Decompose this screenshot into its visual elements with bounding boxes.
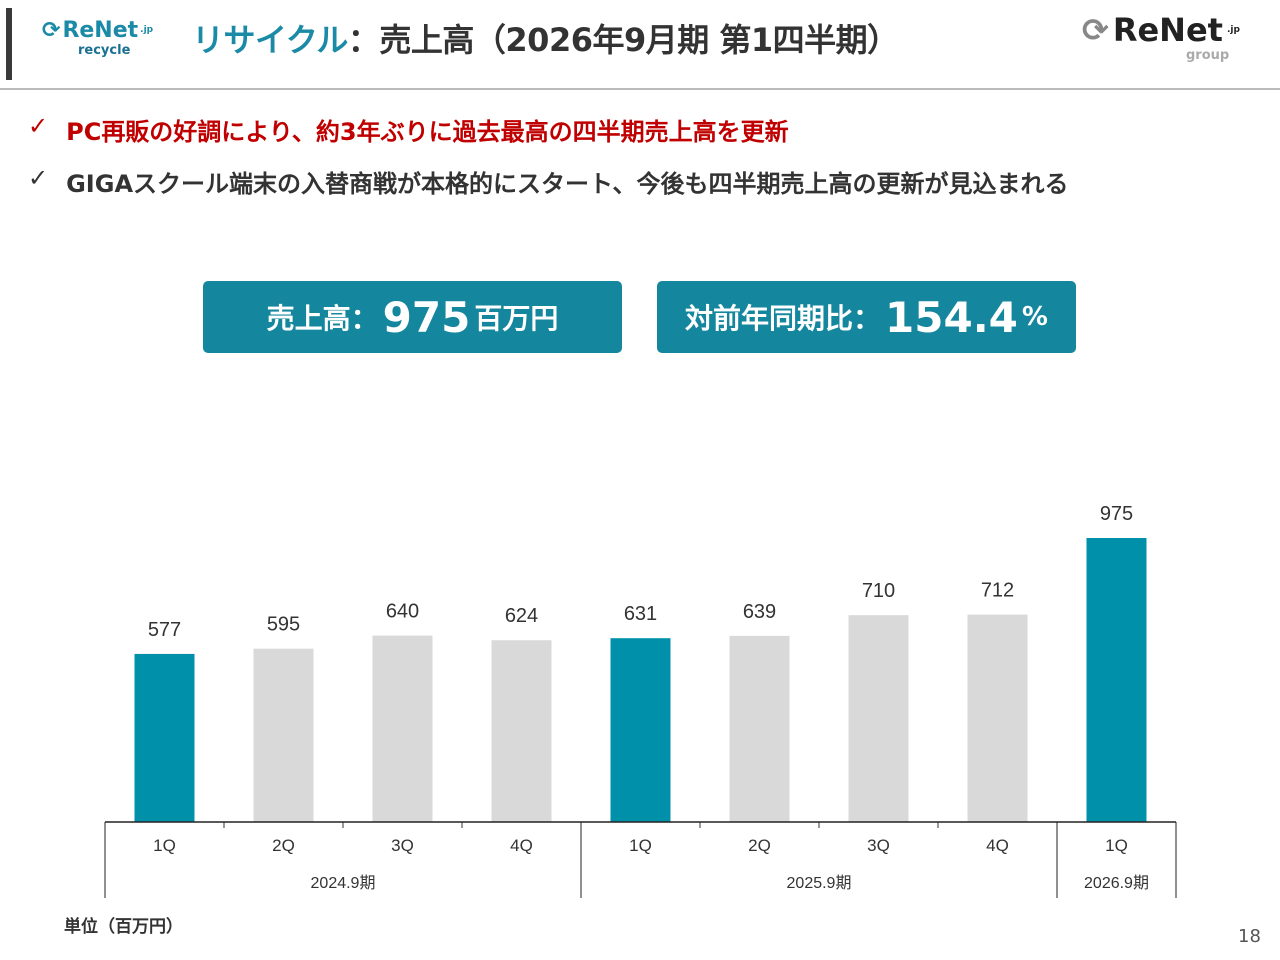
- data-label: 577: [148, 619, 181, 641]
- bar: [967, 614, 1028, 822]
- recycle-arrow-icon: ⟳: [42, 18, 61, 43]
- data-label: 639: [743, 601, 776, 623]
- bar: [848, 615, 909, 822]
- category-label: 3Q: [867, 836, 890, 855]
- data-label: 975: [1100, 503, 1133, 525]
- unit-label: 単位（百万円）: [64, 917, 183, 937]
- bar: [729, 635, 790, 822]
- bar: [610, 638, 671, 822]
- category-label: 4Q: [510, 836, 533, 855]
- data-label: 624: [505, 605, 538, 627]
- group-label: 2026.9期: [1084, 874, 1149, 892]
- data-label: 710: [862, 580, 895, 602]
- bar: [134, 653, 195, 822]
- renet-group-logo: ⟳ ReNet .jp group: [1082, 11, 1240, 63]
- check-icon: ✓: [28, 112, 49, 140]
- page-number: 18: [1238, 926, 1261, 947]
- group-label: 2025.9期: [787, 874, 852, 892]
- accent-bar: [6, 8, 12, 80]
- bar: [372, 635, 433, 822]
- data-label: 712: [981, 580, 1014, 602]
- category-label: 1Q: [153, 836, 176, 855]
- category-label: 2Q: [272, 836, 295, 855]
- category-label: 3Q: [391, 836, 414, 855]
- group-label: 2024.9期: [311, 874, 376, 892]
- data-label: 631: [624, 603, 657, 625]
- category-label: 1Q: [1105, 836, 1128, 855]
- data-label: 640: [386, 601, 419, 623]
- bullet-1: ✓ PC再販の好調により、約3年ぶりに過去最高の四半期売上高を更新: [28, 112, 789, 146]
- header-divider: [0, 88, 1280, 90]
- category-label: 1Q: [629, 836, 652, 855]
- bar: [253, 648, 314, 822]
- bar: [491, 640, 552, 822]
- bullet-2: ✓ GIGAスクール端末の入替商戦が本格的にスタート、今後も四半期売上高の更新が見…: [28, 164, 1069, 198]
- category-label: 2Q: [748, 836, 771, 855]
- data-label: 595: [267, 614, 300, 636]
- page-title: リサイクル：売上高（2026年9月期 第1四半期）: [192, 21, 899, 59]
- renet-recycle-logo: ⟳ ReNet .jp recycle: [42, 18, 154, 58]
- recycle-arrow-icon: ⟳: [1082, 11, 1109, 49]
- category-label: 4Q: [986, 836, 1009, 855]
- kpi-sales: 売上高： 975 百万円: [203, 281, 622, 353]
- bar: [1086, 538, 1147, 822]
- kpi-yoy: 対前年同期比： 154.4%: [657, 281, 1076, 353]
- check-icon: ✓: [28, 164, 49, 192]
